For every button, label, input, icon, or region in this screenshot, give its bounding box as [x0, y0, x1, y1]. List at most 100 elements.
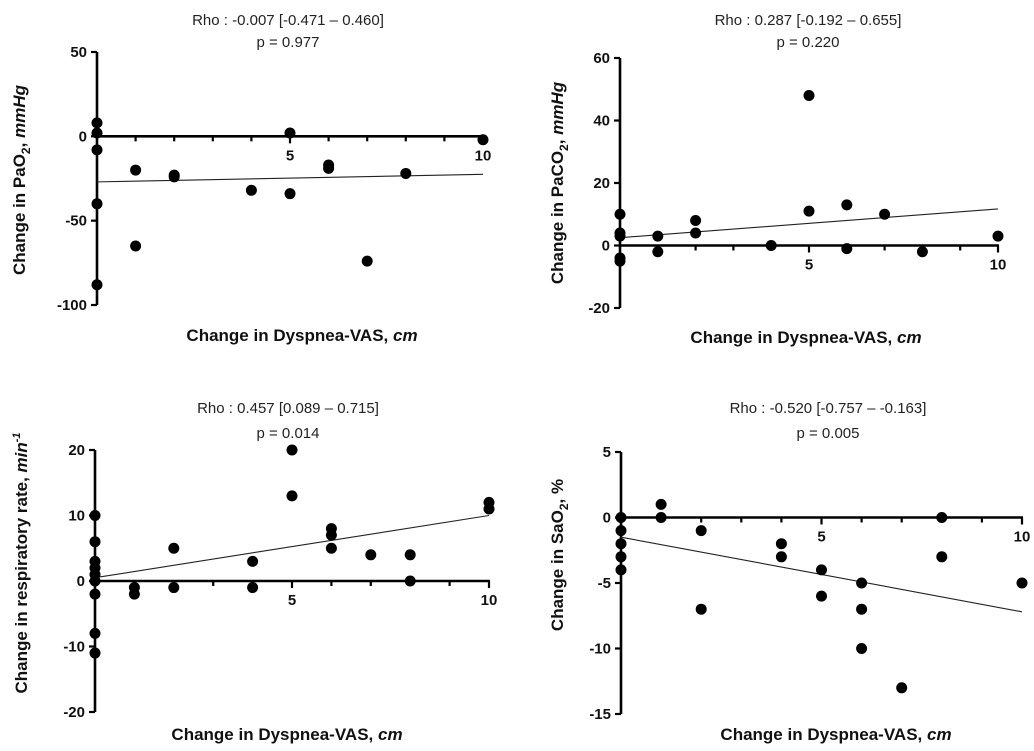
- data-point: [775, 538, 787, 550]
- x-tick-label: 5: [288, 592, 296, 609]
- data-point: [916, 246, 928, 258]
- data-point: [652, 246, 664, 258]
- y-tick-label: -20: [588, 300, 610, 317]
- data-point: [614, 230, 626, 242]
- y-axis-label: Change in SaO2, %: [548, 479, 571, 631]
- y-tick-label: -100: [57, 297, 87, 314]
- y-tick-label: 0: [77, 573, 85, 590]
- data-point: [879, 208, 891, 220]
- y-tick-label: -50: [65, 213, 87, 230]
- data-point: [1016, 577, 1028, 589]
- data-point: [695, 603, 707, 615]
- data-point: [89, 510, 101, 521]
- data-point: [690, 215, 702, 226]
- y-tick-label: 0: [602, 238, 610, 255]
- data-point: [91, 144, 103, 156]
- data-point: [655, 498, 667, 510]
- data-point: [365, 549, 377, 561]
- data-point: [247, 582, 259, 594]
- data-point: [477, 134, 489, 146]
- data-point: [89, 627, 101, 639]
- data-point: [400, 167, 412, 179]
- regression-line: [94, 514, 490, 579]
- y-axis-label: Change in PaCO2, mmHg: [548, 81, 571, 284]
- y-tick-label: -5: [598, 575, 611, 592]
- data-point: [615, 538, 627, 550]
- y-tick-label: 0: [79, 128, 87, 145]
- data-point: [615, 551, 627, 563]
- regression-line: [96, 173, 484, 183]
- y-axis-label: Change in PaO2, mmHg: [10, 84, 33, 275]
- y-tick-label: 10: [68, 508, 85, 525]
- x-tick-label: 5: [805, 257, 813, 274]
- data-point: [816, 564, 827, 576]
- chart-panel-4: Rho : -0.520 [-0.757 – -0.163] p = 0.005 5…: [548, 400, 1030, 744]
- y-tick-label: 20: [593, 175, 610, 192]
- y-tick-label: -15: [589, 706, 611, 723]
- data-point: [168, 542, 180, 554]
- data-point: [247, 555, 259, 567]
- data-point: [936, 551, 948, 563]
- regression-line: [619, 208, 999, 239]
- rho-statistic: Rho : 0.457 [0.089 – 0.715]: [197, 400, 379, 417]
- data-point: [483, 503, 495, 515]
- x-tick-label: 10: [990, 257, 1007, 274]
- data-point: [361, 255, 373, 267]
- y-axis-label: Change in respiratory rate, min-1: [11, 432, 31, 693]
- y-tick-label: -10: [589, 641, 611, 658]
- x-axis-label: Change in Dyspnea-VAS, cm: [720, 725, 951, 744]
- y-tick-label: 0: [603, 510, 611, 527]
- data-point: [130, 240, 142, 252]
- y-tick-label: 40: [593, 113, 610, 130]
- data-point: [286, 444, 298, 456]
- data-point: [690, 227, 702, 239]
- rho-statistic: Rho : -0.520 [-0.757 – -0.163]: [730, 400, 927, 417]
- data-point: [89, 575, 101, 587]
- data-point: [89, 588, 101, 600]
- data-point: [168, 171, 180, 183]
- data-point: [130, 164, 142, 176]
- data-point: [803, 90, 815, 101]
- data-point: [284, 188, 296, 200]
- data-point: [323, 162, 335, 174]
- x-tick-label: 5: [286, 147, 294, 164]
- data-point: [841, 199, 853, 211]
- y-tick-label: 60: [593, 50, 610, 67]
- y-tick-label: 20: [68, 442, 85, 459]
- y-tick-label: 50: [70, 44, 87, 61]
- x-tick-label: 10: [1014, 529, 1031, 546]
- data-point: [404, 575, 416, 587]
- data-point: [325, 529, 337, 541]
- chart-panel-3: Rho : 0.457 [0.089 – 0.715] p = 0.014 20 10…: [11, 400, 497, 744]
- data-point: [615, 525, 627, 537]
- data-point: [896, 682, 908, 694]
- data-point: [615, 564, 627, 576]
- data-point: [775, 551, 787, 563]
- data-point: [652, 230, 664, 242]
- data-point: [168, 582, 180, 594]
- data-point: [695, 525, 707, 537]
- data-point: [91, 279, 103, 291]
- x-tick-label: 5: [817, 529, 825, 546]
- data-point: [89, 536, 101, 548]
- data-point: [856, 603, 868, 615]
- x-axis-label: Change in Dyspnea-VAS, cm: [171, 725, 402, 744]
- data-point: [816, 590, 827, 602]
- x-axis-label: Change in Dyspnea-VAS, cm: [186, 326, 417, 345]
- data-point: [992, 230, 1004, 242]
- rho-statistic: Rho : 0.287 [-0.192 – 0.655]: [715, 12, 902, 29]
- y-tick-label: -10: [63, 639, 85, 656]
- data-point: [765, 240, 777, 251]
- p-value: p = 0.005: [797, 425, 860, 442]
- y-tick-label: 5: [603, 444, 611, 461]
- data-point: [91, 198, 103, 210]
- data-point: [89, 647, 101, 659]
- chart-panel-1: Rho : -0.007 [-0.471 – 0.460]p = 0.97750…: [10, 12, 491, 345]
- p-value: p = 0.977: [257, 34, 320, 51]
- x-tick-label: 10: [481, 592, 498, 609]
- data-point: [614, 255, 626, 267]
- data-point: [803, 205, 815, 217]
- data-point: [936, 512, 948, 523]
- data-point: [615, 512, 627, 523]
- data-point: [856, 643, 868, 654]
